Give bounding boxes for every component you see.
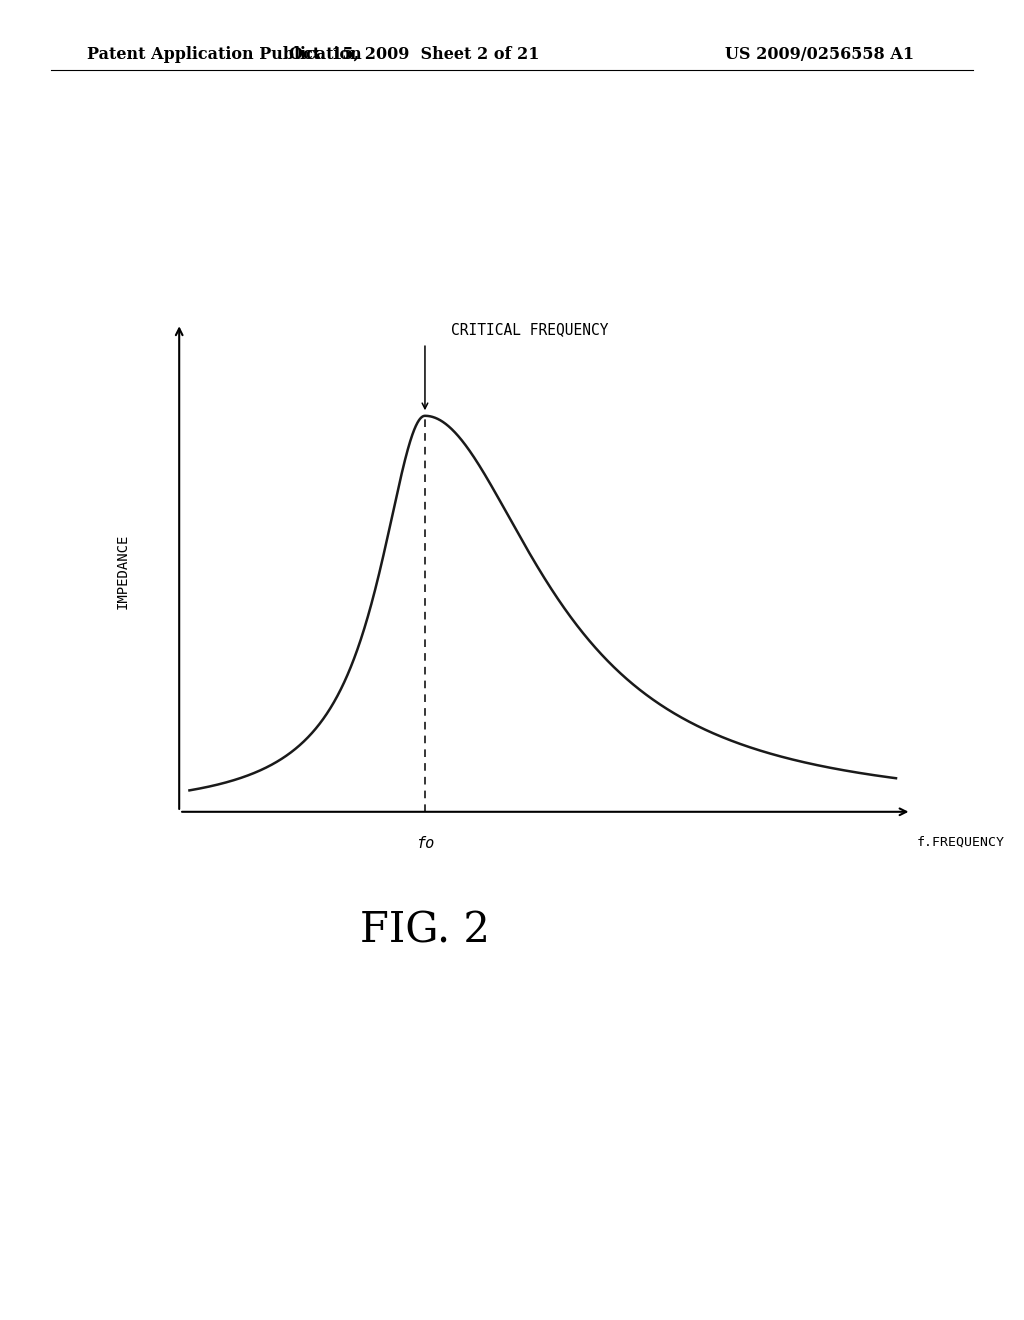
Text: Oct. 15, 2009  Sheet 2 of 21: Oct. 15, 2009 Sheet 2 of 21	[290, 46, 540, 62]
Text: FIG. 2: FIG. 2	[360, 909, 489, 952]
Text: IMPEDANCE: IMPEDANCE	[116, 533, 130, 609]
Text: CRITICAL FREQUENCY: CRITICAL FREQUENCY	[451, 322, 608, 337]
Text: fo: fo	[416, 836, 434, 850]
Text: f.FREQUENCY: f.FREQUENCY	[916, 836, 1005, 849]
Text: Patent Application Publication: Patent Application Publication	[87, 46, 361, 62]
Text: US 2009/0256558 A1: US 2009/0256558 A1	[725, 46, 913, 62]
